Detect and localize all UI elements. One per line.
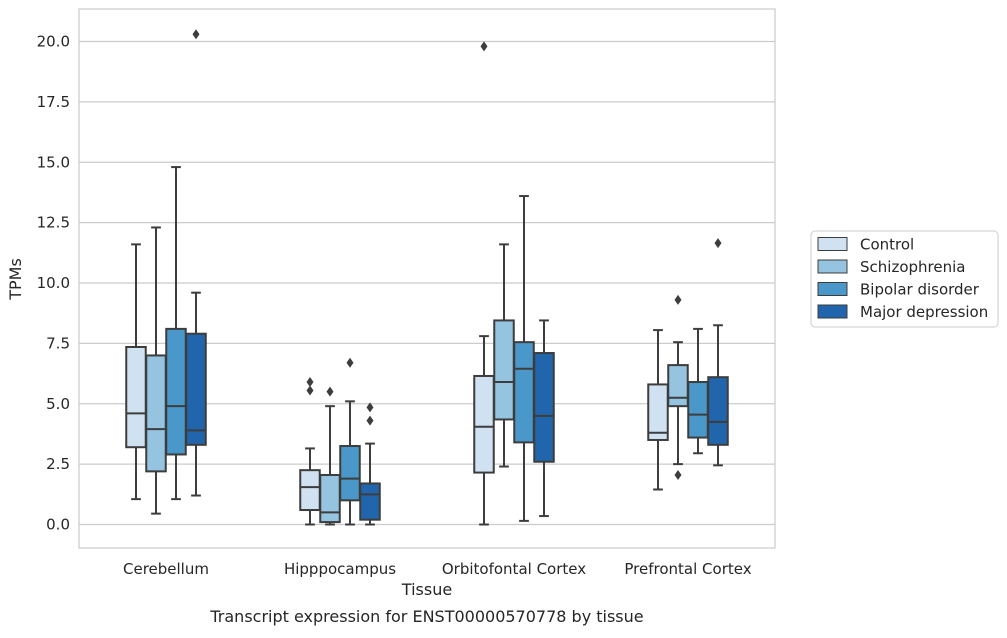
outlier-point: [306, 377, 314, 388]
y-axis-label: TPMs: [6, 258, 25, 301]
outlier-point: [480, 41, 488, 52]
outlier-point: [366, 415, 374, 426]
box-group: [647, 329, 669, 491]
box-group: [473, 41, 495, 526]
y-tick-label: 15.0: [37, 153, 70, 171]
y-tick-label: 2.5: [46, 455, 70, 473]
legend-label: Bipolar disorder: [860, 281, 980, 299]
x-tick-label: Hipppocampus: [284, 560, 396, 578]
box: [513, 341, 535, 444]
box-group: [513, 195, 535, 522]
chart-title: Transcript expression for ENST0000057077…: [209, 607, 643, 626]
outlier-point: [346, 357, 354, 368]
legend-swatch: [817, 237, 848, 251]
legend: Control Schizophrenia Bipolar disorder Majo…: [810, 230, 999, 328]
box: [145, 354, 167, 473]
x-axis-label: Tissue: [401, 580, 452, 599]
legend-swatch: [817, 304, 848, 319]
outlier-point: [714, 238, 722, 249]
box-group: [125, 243, 147, 501]
outlier-point: [192, 29, 200, 40]
y-tick-label: 10.0: [37, 274, 70, 292]
outlier-point: [674, 294, 682, 305]
box: [339, 445, 361, 502]
plot-background: [79, 9, 775, 548]
box: [165, 327, 187, 456]
legend-label: Control: [860, 236, 914, 254]
y-tick-label: 5.0: [46, 395, 70, 413]
plot-frame: [78, 8, 776, 549]
legend-label: Major depression: [860, 303, 988, 321]
x-tick-label: Orbitofontal Cortex: [442, 560, 586, 578]
box: [473, 374, 495, 474]
x-tick-label: Prefrontal Cortex: [624, 560, 751, 578]
box: [359, 482, 381, 521]
outlier-point: [306, 385, 314, 396]
box-group: [165, 166, 187, 501]
box: [299, 469, 321, 512]
box: [533, 352, 555, 463]
legend-label: Schizophrenia: [860, 258, 965, 276]
box-group: [493, 243, 515, 468]
box: [125, 345, 147, 449]
legend-swatch: [817, 282, 848, 296]
box: [493, 319, 515, 421]
box: [319, 473, 341, 524]
y-tick-label: 20.0: [37, 33, 70, 51]
box: [647, 383, 669, 441]
y-tick-labels: 0.0 2.5 5.0 7.5 10.0 12.5 15.0 17.5 20.0: [37, 33, 70, 534]
y-tick-label: 0.0: [46, 516, 70, 534]
box-group: [707, 238, 729, 467]
outlier-point: [674, 469, 682, 480]
box-group: [185, 29, 207, 497]
legend-frame: [810, 230, 999, 328]
box-group: [299, 377, 321, 526]
boxes: [125, 29, 729, 526]
y-tick-label: 12.5: [37, 214, 70, 232]
box: [185, 332, 207, 446]
box: [667, 364, 689, 408]
outlier-point: [326, 386, 334, 397]
box-group: [533, 319, 555, 518]
box: [707, 376, 729, 446]
box: [687, 381, 709, 439]
box-group: [339, 357, 361, 526]
legend-swatch: [817, 259, 848, 274]
outlier-point: [366, 402, 374, 413]
box-group: [359, 402, 381, 526]
y-tick-label: 7.5: [46, 334, 70, 352]
x-tick-labels: Cerebellum Hipppocampus Orbitofontal Corte…: [123, 560, 752, 578]
box-group: [667, 294, 689, 480]
y-tick-label: 17.5: [37, 93, 70, 111]
x-tick-label: Cerebellum: [123, 560, 209, 578]
